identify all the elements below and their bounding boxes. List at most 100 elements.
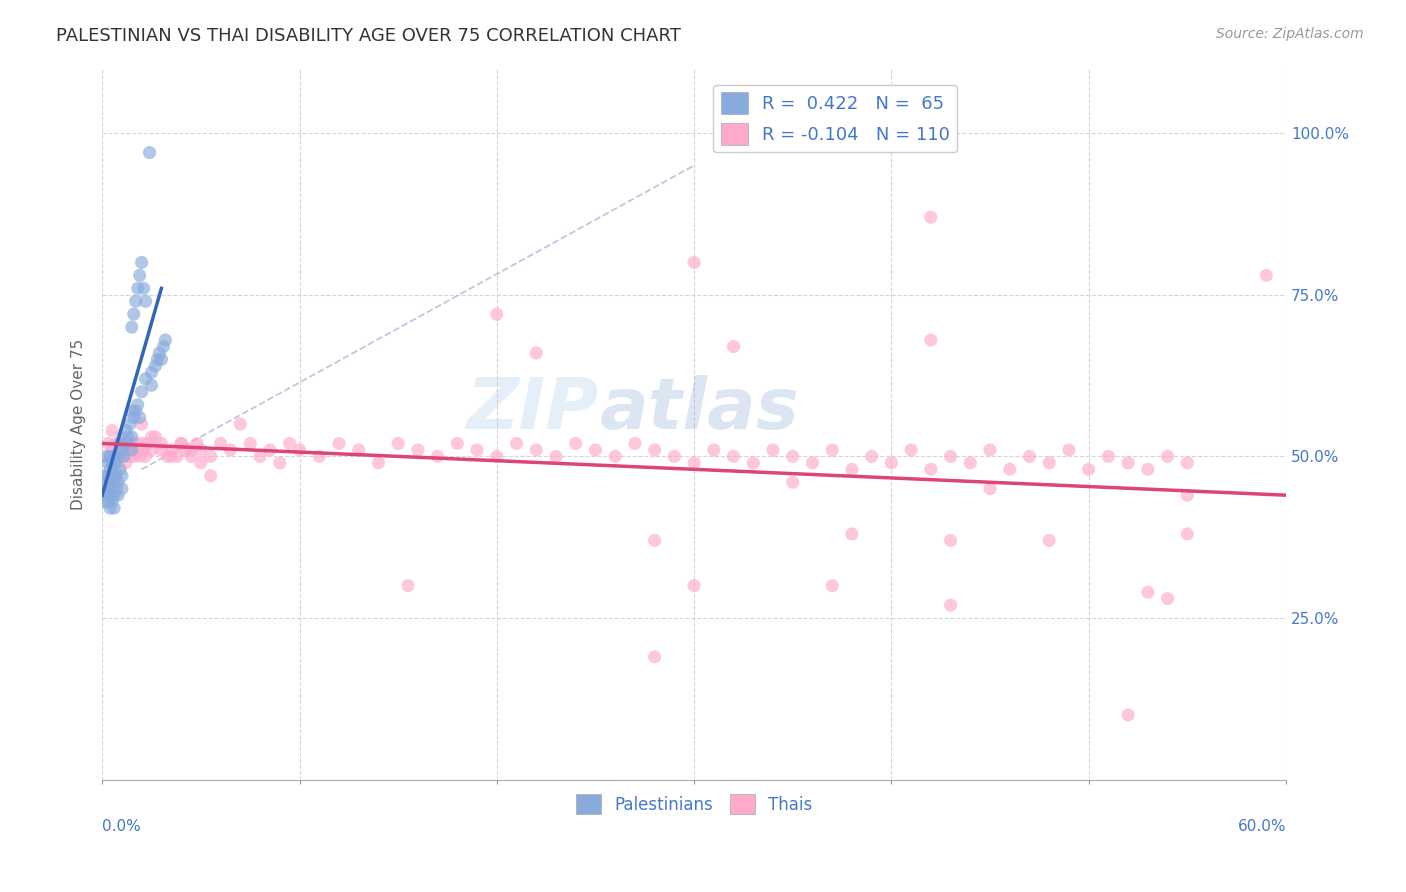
Point	[127, 281, 149, 295]
Point	[465, 442, 488, 457]
Point	[683, 579, 706, 593]
Point	[108, 436, 131, 450]
Point	[1175, 456, 1198, 470]
Point	[1354, 307, 1376, 321]
Point	[219, 442, 242, 457]
Point	[98, 501, 121, 516]
Point	[1136, 462, 1159, 476]
Point	[107, 475, 129, 490]
Point	[96, 450, 118, 464]
Point	[115, 456, 138, 470]
Point	[160, 442, 183, 457]
Point	[860, 450, 883, 464]
Point	[644, 533, 666, 548]
Point	[105, 482, 128, 496]
Point	[1175, 527, 1198, 541]
Point	[105, 436, 128, 450]
Point	[209, 436, 232, 450]
Point	[136, 436, 159, 450]
Point	[683, 456, 706, 470]
Point	[101, 424, 124, 438]
Point	[288, 442, 311, 457]
Point	[180, 450, 202, 464]
Point	[96, 488, 118, 502]
Point	[249, 450, 271, 464]
Point	[107, 488, 129, 502]
Point	[96, 475, 118, 490]
Point	[141, 430, 163, 444]
Point	[135, 294, 157, 309]
Point	[644, 442, 666, 457]
Point	[125, 294, 148, 309]
Point	[103, 456, 125, 470]
Point	[101, 456, 124, 470]
Point	[821, 579, 844, 593]
Point	[782, 450, 804, 464]
Point	[122, 410, 145, 425]
Point	[117, 436, 139, 450]
Point	[644, 649, 666, 664]
Point	[103, 488, 125, 502]
Point	[131, 417, 153, 431]
Point	[821, 442, 844, 457]
Point	[170, 436, 193, 450]
Point	[174, 442, 197, 457]
Point	[742, 456, 765, 470]
Point	[127, 442, 149, 457]
Point	[269, 456, 291, 470]
Point	[367, 456, 389, 470]
Text: PALESTINIAN VS THAI DISABILITY AGE OVER 75 CORRELATION CHART: PALESTINIAN VS THAI DISABILITY AGE OVER …	[56, 27, 681, 45]
Point	[112, 442, 135, 457]
Point	[190, 456, 212, 470]
Point	[101, 494, 124, 508]
Point	[1038, 533, 1060, 548]
Point	[1057, 442, 1080, 457]
Text: atlas: atlas	[599, 376, 799, 444]
Point	[583, 442, 606, 457]
Point	[105, 468, 128, 483]
Point	[103, 450, 125, 464]
Point	[97, 494, 120, 508]
Point	[347, 442, 370, 457]
Point	[101, 468, 124, 483]
Text: Source: ZipAtlas.com: Source: ZipAtlas.com	[1216, 27, 1364, 41]
Point	[426, 450, 449, 464]
Point	[138, 145, 160, 160]
Point	[108, 436, 131, 450]
Point	[524, 442, 547, 457]
Point	[841, 462, 863, 476]
Point	[97, 456, 120, 470]
Point	[111, 482, 134, 496]
Point	[93, 468, 115, 483]
Point	[259, 442, 281, 457]
Text: 60.0%: 60.0%	[1237, 819, 1286, 834]
Point	[135, 450, 157, 464]
Point	[107, 442, 129, 457]
Point	[406, 442, 429, 457]
Point	[801, 456, 824, 470]
Point	[150, 352, 173, 367]
Point	[200, 450, 222, 464]
Point	[111, 442, 134, 457]
Point	[485, 307, 508, 321]
Point	[122, 307, 145, 321]
Point	[920, 211, 942, 225]
Point	[125, 404, 148, 418]
Point	[180, 442, 202, 457]
Point	[141, 442, 163, 457]
Point	[155, 333, 177, 347]
Point	[131, 384, 153, 399]
Text: ZIP: ZIP	[467, 376, 599, 444]
Point	[121, 436, 143, 450]
Point	[131, 436, 153, 450]
Point	[115, 424, 138, 438]
Point	[97, 436, 120, 450]
Point	[396, 579, 419, 593]
Point	[127, 398, 149, 412]
Point	[1156, 450, 1178, 464]
Point	[1334, 229, 1357, 244]
Point	[841, 527, 863, 541]
Point	[564, 436, 586, 450]
Point	[1038, 456, 1060, 470]
Point	[160, 450, 183, 464]
